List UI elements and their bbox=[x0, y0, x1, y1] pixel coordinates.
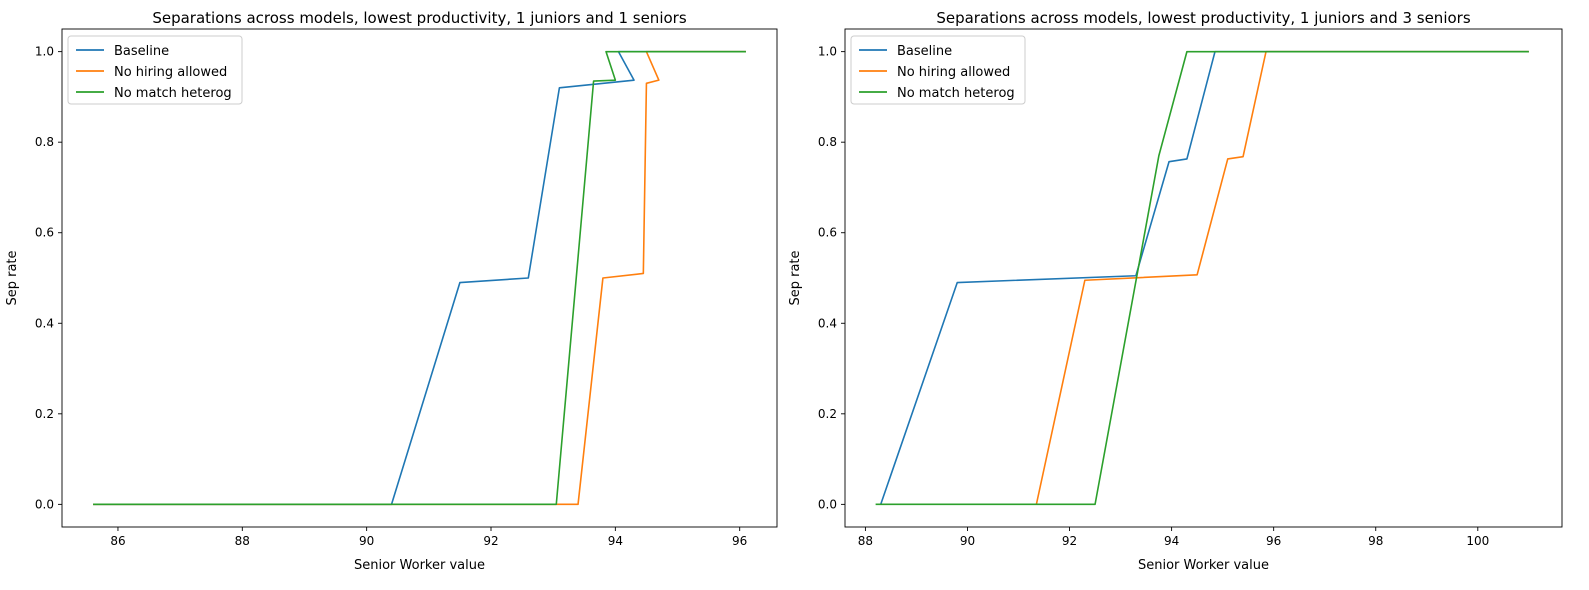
y-axis-label: Sep rate bbox=[5, 250, 20, 305]
y-tick-label: 0.8 bbox=[818, 135, 837, 149]
x-tick-label: 96 bbox=[732, 534, 747, 548]
series-group bbox=[875, 50, 1529, 506]
y-axis-label: Sep rate bbox=[788, 250, 803, 305]
chart-title: Separations across models, lowest produc… bbox=[152, 9, 687, 27]
y-tick-label: 0.2 bbox=[35, 407, 54, 421]
series-line-no-hiring-allowed bbox=[1035, 50, 1529, 505]
y-tick-label: 0.4 bbox=[818, 316, 837, 330]
x-tick-label: 94 bbox=[608, 534, 623, 548]
legend-label: No hiring allowed bbox=[897, 65, 1010, 80]
x-tick-label: 100 bbox=[1466, 534, 1489, 548]
plot-frame bbox=[844, 28, 1563, 528]
x-tick-label: 88 bbox=[858, 534, 873, 548]
legend-label: No match heterog bbox=[897, 86, 1015, 101]
legend-label: Baseline bbox=[897, 44, 952, 59]
x-axis-label: Senior Worker value bbox=[1138, 558, 1269, 573]
x-tick-label: 86 bbox=[110, 534, 125, 548]
chart-panel-left: Separations across models, lowest produc… bbox=[5, 9, 778, 573]
series-line-baseline bbox=[93, 50, 746, 506]
x-tick-label: 92 bbox=[1062, 534, 1077, 548]
y-tick-label: 0.6 bbox=[35, 226, 54, 240]
x-tick-label: 98 bbox=[1368, 534, 1383, 548]
x-tick-label: 90 bbox=[359, 534, 374, 548]
x-tick-label: 90 bbox=[960, 534, 975, 548]
y-tick-label: 0.0 bbox=[35, 497, 54, 511]
legend-label: No hiring allowed bbox=[114, 65, 227, 80]
y-tick-label: 0.8 bbox=[35, 135, 54, 149]
chart-panel-right: Separations across models, lowest produc… bbox=[788, 9, 1563, 573]
x-tick-label: 88 bbox=[235, 534, 250, 548]
y-tick-label: 1.0 bbox=[35, 45, 54, 59]
y-tick-label: 0.4 bbox=[35, 316, 54, 330]
series-line-no-match-heterog bbox=[875, 50, 1529, 506]
chart-title: Separations across models, lowest produc… bbox=[936, 9, 1471, 27]
legend: Baseline No hiring allowed No match hetero… bbox=[67, 35, 243, 105]
series-line-no-hiring-allowed bbox=[93, 50, 746, 506]
series-line-baseline bbox=[879, 50, 1529, 505]
series-line-no-match-heterog bbox=[93, 50, 746, 506]
y-tick-label: 0.6 bbox=[818, 226, 837, 240]
legend-box bbox=[67, 35, 243, 105]
y-tick-label: 0.0 bbox=[818, 497, 837, 511]
legend-label: No match heterog bbox=[114, 86, 232, 101]
y-tick-label: 1.0 bbox=[818, 45, 837, 59]
legend-label: Baseline bbox=[114, 44, 169, 59]
legend-box bbox=[850, 35, 1026, 105]
x-tick-label: 94 bbox=[1164, 534, 1179, 548]
x-tick-label: 92 bbox=[483, 534, 498, 548]
legend: Baseline No hiring allowed No match hetero… bbox=[850, 35, 1026, 105]
x-axis-label: Senior Worker value bbox=[354, 558, 485, 573]
series-group bbox=[93, 50, 746, 506]
plot-frame bbox=[61, 28, 778, 528]
y-tick-label: 0.2 bbox=[818, 407, 837, 421]
x-tick-label: 96 bbox=[1266, 534, 1281, 548]
